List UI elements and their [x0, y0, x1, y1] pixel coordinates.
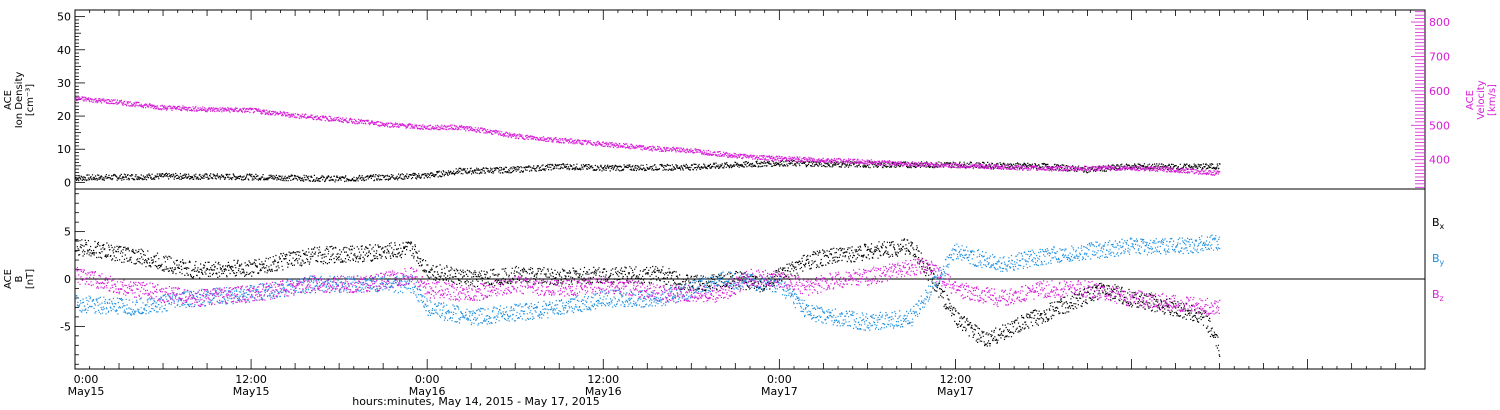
density-tick-label: 0: [64, 176, 71, 189]
b-tick-label: 0: [64, 273, 71, 286]
x-tick-label-time: 0:00: [74, 373, 99, 386]
velocity-tick-label: 600: [1429, 85, 1450, 98]
b-series-by: [75, 234, 1221, 331]
velocity-tick-label: 800: [1429, 16, 1450, 29]
time-axis: 0:00May1512:00May150:00May1612:00May160:…: [68, 10, 1426, 398]
density-tick-label: 30: [57, 77, 71, 90]
density-axis-title: ACEIon Density[cm⁻³]: [3, 72, 36, 129]
x-tick-label-time: 12:00: [235, 373, 267, 386]
x-tick-label-date: May17: [937, 385, 974, 398]
density-tick-label: 50: [57, 11, 71, 24]
velocity-tick-label: 700: [1429, 50, 1450, 63]
legend-bz: Bz: [1432, 288, 1444, 303]
x-tick-label-time: 12:00: [940, 373, 972, 386]
velocity-axis-title-line: [km/s]: [1487, 84, 1498, 116]
legend-subscript: z: [1440, 294, 1444, 303]
x-tick-label-date: May15: [68, 385, 105, 398]
density-axis-title-line: [cm⁻³]: [25, 84, 36, 116]
b-series-bz: [75, 257, 1221, 316]
b-tick-label: 5: [64, 226, 71, 239]
velocity-series-dots: [75, 95, 1221, 176]
velocity-axis-title: ACEVelocity[km/s]: [1465, 80, 1498, 119]
b-series-bz-dots: [75, 257, 1221, 316]
legend-bx: Bx: [1432, 216, 1445, 231]
legend-base: B: [1432, 252, 1440, 265]
velocity-axis-title-line: Velocity: [1476, 80, 1487, 119]
b-axis-title: ACEB[nT]: [3, 269, 36, 289]
x-tick-label-date: May17: [761, 385, 798, 398]
velocity-tick-label: 500: [1429, 119, 1450, 132]
density-tick-label: 40: [57, 44, 71, 57]
density-axis-title-line: Ion Density: [14, 72, 25, 129]
b-axis-title-line: B: [14, 275, 25, 282]
velocity-series: [75, 95, 1221, 176]
legend-base: B: [1432, 216, 1440, 229]
legend-subscript: y: [1440, 258, 1445, 267]
legend-base: B: [1432, 288, 1440, 301]
density-tick-label: 20: [57, 110, 71, 123]
b-axis-title-line: [nT]: [25, 269, 36, 289]
density-axis-title-line: ACE: [3, 90, 14, 110]
b-series-by-dots: [75, 234, 1221, 331]
x-tick-label-date: May16: [585, 385, 622, 398]
legend-by: By: [1432, 252, 1445, 267]
x-tick-label-date: May16: [409, 385, 446, 398]
x-axis-title: hours:minutes, May 14, 2015 - May 17, 20…: [352, 395, 600, 408]
x-tick-label-date: May15: [233, 385, 270, 398]
x-tick-label-time: 0:00: [767, 373, 792, 386]
x-tick-label-time: 0:00: [415, 373, 440, 386]
b-axis-title-line: ACE: [3, 269, 14, 289]
velocity-axis-title-line: ACE: [1465, 90, 1476, 110]
legend-subscript: x: [1440, 222, 1445, 231]
b-tick-label: -5: [60, 320, 71, 333]
x-tick-label-time: 12:00: [587, 373, 619, 386]
density-tick-label: 10: [57, 143, 71, 156]
velocity-tick-label: 400: [1429, 154, 1450, 167]
